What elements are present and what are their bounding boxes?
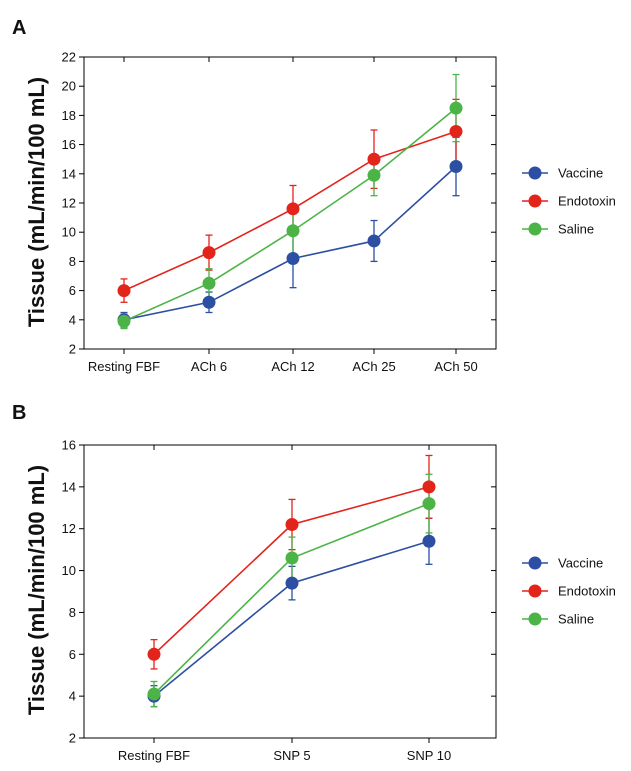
y-tick-label: 10 xyxy=(62,563,76,578)
series-a xyxy=(117,73,463,330)
data-point-endotoxin xyxy=(147,647,161,661)
panel-letter-b: B xyxy=(12,402,26,424)
legend-label-vaccine: Vaccine xyxy=(558,556,603,571)
data-point-saline xyxy=(422,497,436,511)
data-point-endotoxin xyxy=(367,152,381,166)
data-point-vaccine xyxy=(202,295,216,309)
y-tick-label: 6 xyxy=(69,283,76,298)
y-tick-label: 18 xyxy=(62,108,76,123)
legend-marker-saline xyxy=(528,222,542,236)
data-point-saline xyxy=(285,551,299,565)
data-point-saline xyxy=(286,224,300,238)
legend-marker-endotoxin xyxy=(528,584,542,598)
y-tick-label: 6 xyxy=(69,647,76,662)
data-point-vaccine xyxy=(449,160,463,173)
data-point-endotoxin xyxy=(117,284,131,298)
x-tick-label: SNP 10 xyxy=(407,748,452,763)
series-line-vaccine xyxy=(123,165,457,321)
x-tick-label: ACh 50 xyxy=(434,359,477,374)
y-tick-label: 16 xyxy=(62,137,76,152)
y-tick-label: 14 xyxy=(62,479,76,494)
panel-letter-a: A xyxy=(12,17,26,39)
data-point-saline xyxy=(117,314,131,328)
legend-marker-vaccine xyxy=(528,166,542,180)
data-point-vaccine xyxy=(422,534,436,548)
series-line-saline xyxy=(123,107,457,322)
y-axis-label-b: Tissue (mL/min/100 mL) xyxy=(24,465,49,715)
x-tick-label: Resting FBF xyxy=(118,748,190,763)
x-tick-label: SNP 5 xyxy=(273,748,310,763)
plot-frame-a xyxy=(83,56,497,350)
x-tick-label: ACh 12 xyxy=(271,359,314,374)
panel-a: A Tissue (mL/min/100 mL) 246810121416182… xyxy=(12,17,616,374)
data-point-endotoxin xyxy=(202,246,216,260)
data-point-saline xyxy=(147,687,161,701)
y-tick-label: 12 xyxy=(62,196,76,211)
y-axis-label-a: Tissue (mL/min/100 mL) xyxy=(24,77,49,327)
y-tick-label: 8 xyxy=(69,605,76,620)
legend-label-vaccine: Vaccine xyxy=(558,166,603,181)
data-point-endotoxin xyxy=(285,518,299,532)
y-tick-label: 4 xyxy=(69,689,76,704)
y-tick-label: 12 xyxy=(62,521,76,536)
data-point-vaccine xyxy=(285,576,299,590)
y-tick-label: 16 xyxy=(62,438,76,453)
legend-b: Vaccine Endotoxin Saline xyxy=(522,556,616,627)
x-tick-label: Resting FBF xyxy=(88,359,160,374)
data-point-vaccine xyxy=(286,251,300,265)
series-b xyxy=(147,454,436,708)
data-point-endotoxin xyxy=(449,124,463,138)
legend-marker-endotoxin xyxy=(528,194,542,208)
y-tick-label: 14 xyxy=(62,166,76,181)
data-point-endotoxin xyxy=(422,480,436,494)
y-tick-label: 4 xyxy=(69,312,76,327)
data-point-saline xyxy=(202,276,216,290)
data-point-saline xyxy=(367,168,381,182)
panel-b: B Tissue (mL/min/100 mL) 2 4 6 8 10 12 14 16 Res… xyxy=(12,402,616,763)
y-tick-label: 22 xyxy=(62,50,76,65)
legend-label-endotoxin: Endotoxin xyxy=(558,194,616,209)
y-tick-label: 20 xyxy=(62,79,76,94)
legend-label-endotoxin: Endotoxin xyxy=(558,584,616,599)
legend-label-saline: Saline xyxy=(558,222,594,237)
plot-frame-b xyxy=(83,444,497,739)
legend-a: Vaccine Endotoxin Saline xyxy=(522,166,616,237)
legend-label-saline: Saline xyxy=(558,612,594,627)
x-tick-label: ACh 25 xyxy=(352,359,395,374)
data-point-saline xyxy=(449,101,463,115)
y-tick-label: 2 xyxy=(69,731,76,746)
legend-marker-saline xyxy=(528,612,542,626)
y-tick-label: 8 xyxy=(69,254,76,269)
data-point-vaccine xyxy=(367,234,381,248)
x-tick-label: ACh 6 xyxy=(191,359,227,374)
y-tick-label: 10 xyxy=(62,225,76,240)
axes-a: 2 4 6 8 10 12 14 16 18 20 22 Resting FBF ACh 6 ACh 12… xyxy=(62,50,496,374)
legend-marker-vaccine xyxy=(528,556,542,570)
y-tick-label: 2 xyxy=(69,342,76,357)
axes-b: 2 4 6 8 10 12 14 16 Resting FBF SNP 5 SNP 10 xyxy=(62,438,496,763)
data-point-endotoxin xyxy=(286,202,300,216)
